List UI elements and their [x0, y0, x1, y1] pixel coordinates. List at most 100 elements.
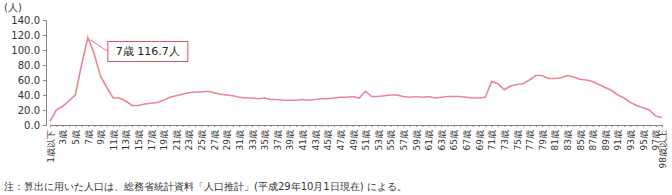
x-tick-label: 13歳 — [121, 130, 131, 150]
x-tick: 23歳 — [184, 125, 194, 150]
x-tick — [523, 125, 524, 127]
y-axis: 0.020.040.060.080.0100.0120.0140.0 — [11, 15, 46, 131]
x-tick — [359, 125, 360, 127]
x-tick: 57歳 — [399, 125, 409, 150]
y-tick-mark — [43, 35, 46, 36]
x-tick-mark — [447, 125, 448, 127]
footnote: 注：算出に用いた人口は、総務省統計資料「人口推計」(平成29年10月1日現在) … — [4, 181, 407, 192]
x-tick-mark — [88, 125, 89, 127]
x-tick-mark — [479, 125, 480, 127]
x-tick-mark — [586, 125, 587, 127]
x-tick-mark — [258, 125, 259, 127]
x-tick-mark — [492, 125, 493, 127]
annotation: 7歳 116.7人 — [90, 39, 188, 61]
x-tick-label: 11歳 — [109, 130, 119, 150]
x-tick-label: 71歳 — [487, 130, 497, 150]
x-tick: 19歳 — [159, 125, 169, 150]
x-tick-label: 85歳 — [576, 130, 586, 150]
x-tick-mark — [132, 125, 133, 127]
x-tick-label: 69歳 — [475, 130, 485, 150]
x-tick-mark — [296, 125, 297, 127]
x-tick — [447, 125, 448, 127]
x-tick-mark — [195, 125, 196, 127]
x-tick — [107, 125, 108, 127]
x-tick-mark — [384, 125, 385, 127]
y-tick: 100.0 — [11, 45, 46, 56]
x-tick-mark — [138, 125, 139, 127]
y-tick-mark — [43, 110, 46, 111]
x-tick: 77歳 — [525, 125, 535, 150]
x-tick-label: 81歳 — [550, 130, 560, 150]
y-tick: 0.0 — [24, 120, 46, 131]
x-tick — [119, 125, 120, 127]
x-tick-mark — [410, 125, 411, 127]
x-tick — [195, 125, 196, 127]
x-tick-label: 25歳 — [197, 130, 207, 150]
x-tick-label: 51歳 — [361, 130, 371, 150]
x-tick: 7歳 — [84, 125, 94, 145]
x-tick-label: 37歳 — [273, 130, 283, 150]
y-tick-label: 140.0 — [11, 15, 40, 26]
x-tick: 71歳 — [487, 125, 497, 150]
x-tick-mark — [555, 125, 556, 127]
x-tick: 75歳 — [513, 125, 523, 150]
x-tick: 15歳 — [134, 125, 144, 150]
x-tick-mark — [511, 125, 512, 127]
x-tick: 5歳 — [71, 125, 81, 145]
x-tick-mark — [612, 125, 613, 127]
x-tick-label: 53歳 — [374, 130, 384, 150]
x-tick-mark — [624, 125, 625, 127]
x-tick-mark — [517, 125, 518, 127]
x-tick: 95歳 — [639, 125, 649, 150]
x-tick — [170, 125, 171, 127]
x-axis-line — [51, 126, 663, 128]
x-tick — [157, 125, 158, 127]
y-tick-label: 0.0 — [24, 120, 40, 131]
x-tick-mark — [220, 125, 221, 127]
x-tick-label: 93歳 — [626, 130, 636, 150]
x-tick-label: 95歳 — [639, 130, 649, 150]
x-tick-mark — [246, 125, 247, 127]
x-tick: 29歳 — [222, 125, 232, 150]
x-tick: 27歳 — [210, 125, 220, 150]
x-tick-mark — [473, 125, 474, 127]
x-tick: 79歳 — [538, 125, 548, 150]
x-tick-mark — [182, 125, 183, 127]
y-tick-mark — [43, 65, 46, 66]
x-tick-label: 29歳 — [222, 130, 232, 150]
x-tick-mark — [302, 125, 303, 127]
y-tick: 40.0 — [18, 90, 46, 101]
x-tick: 35歳 — [260, 125, 270, 150]
x-tick-mark — [151, 125, 152, 127]
x-tick: 47歳 — [336, 125, 346, 150]
x-tick: 43歳 — [311, 125, 321, 150]
x-tick-label: 35歳 — [260, 130, 270, 150]
x-tick-mark — [435, 125, 436, 127]
x-tick-label: 59歳 — [412, 130, 422, 150]
x-tick: 53歳 — [374, 125, 384, 150]
x-tick-mark — [189, 125, 190, 127]
x-axis: 1歳以下3歳5歳7歳9歳11歳13歳15歳17歳19歳21歳23歳25歳27歳2… — [46, 125, 668, 168]
x-tick-label: 1歳以下 — [46, 130, 56, 163]
x-tick-mark — [372, 125, 373, 127]
y-axis-line — [43, 21, 47, 126]
x-tick-mark — [536, 125, 537, 127]
x-tick: 98歳以上 — [658, 125, 668, 168]
x-tick: 33歳 — [248, 125, 258, 150]
x-tick-mark — [176, 125, 177, 127]
x-tick: 69歳 — [475, 125, 485, 150]
x-tick: 13歳 — [121, 125, 131, 150]
x-tick-label: 7歳 — [84, 130, 94, 145]
y-tick: 60.0 — [18, 75, 46, 86]
x-tick: 21歳 — [172, 125, 182, 150]
x-tick-label: 33歳 — [248, 130, 258, 150]
x-tick — [283, 125, 284, 127]
x-tick-mark — [460, 125, 461, 127]
x-tick — [548, 125, 549, 127]
x-tick-label: 5歳 — [71, 130, 81, 145]
x-tick — [145, 125, 146, 127]
y-tick: 120.0 — [11, 30, 46, 41]
x-tick-mark — [574, 125, 575, 127]
x-tick — [309, 125, 310, 127]
x-tick-label: 9歳 — [96, 130, 106, 145]
